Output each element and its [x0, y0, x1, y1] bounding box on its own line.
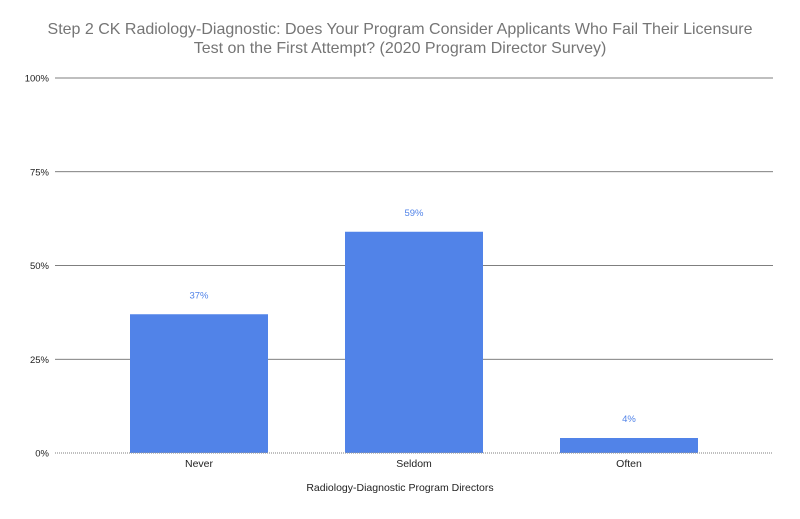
y-tick-label: 50% — [30, 261, 50, 272]
data-label: 59% — [404, 208, 424, 219]
x-tick-label: Often — [616, 458, 642, 470]
data-label: 37% — [189, 290, 209, 301]
bar-seldom — [345, 231, 483, 453]
bar-often — [560, 438, 698, 453]
chart-title: Step 2 CK Radiology-Diagnostic: Does You… — [0, 20, 800, 58]
y-tick-label: 100% — [25, 74, 50, 85]
x-tick-label: Seldom — [396, 458, 432, 470]
bar-never — [130, 314, 268, 453]
chart-title-line-1: Step 2 CK Radiology-Diagnostic: Does You… — [47, 21, 753, 38]
x-tick-label: Never — [185, 458, 214, 470]
y-tick-label: 0% — [35, 449, 49, 460]
data-label: 4% — [622, 414, 636, 425]
x-axis-title: Radiology-Diagnostic Program Directors — [306, 482, 494, 494]
y-tick-label: 75% — [30, 167, 50, 178]
y-tick-label: 25% — [30, 355, 50, 366]
chart-title-line-2: Test on the First Attempt? (2020 Program… — [193, 40, 607, 57]
